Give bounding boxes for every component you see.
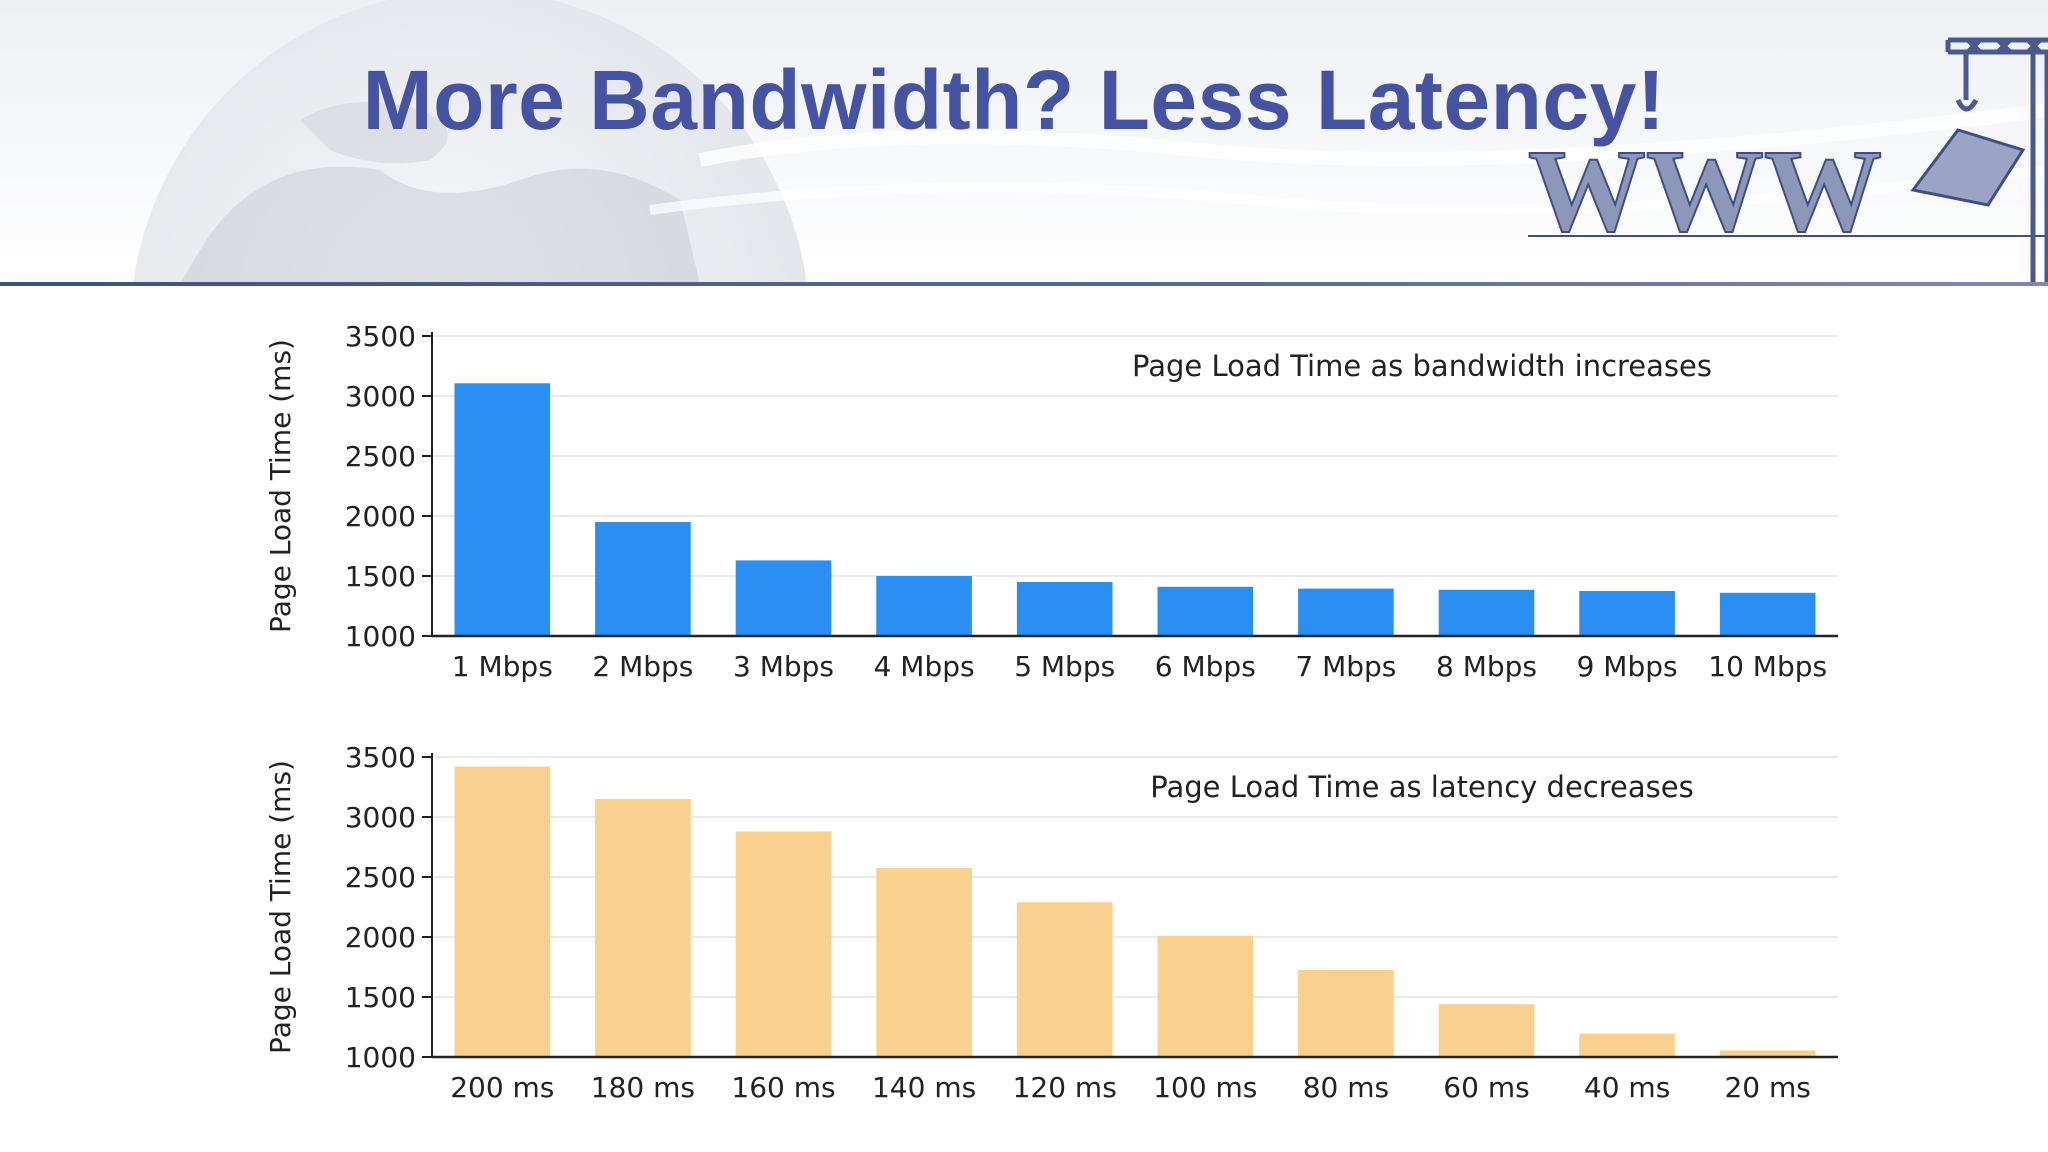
x-tick-label: 80 ms: [1303, 1071, 1389, 1104]
y-tick-label: 1500: [345, 981, 416, 1014]
x-tick-label: 100 ms: [1153, 1071, 1257, 1104]
y-axis-label: Page Load Time (ms): [264, 760, 297, 1054]
y-tick-label: 2500: [345, 861, 416, 894]
bar: [1579, 1033, 1675, 1057]
bar: [735, 560, 832, 636]
chart-title: Page Load Time as bandwidth increases: [1132, 349, 1712, 383]
y-tick-label: 2500: [345, 440, 416, 473]
x-tick-label: 60 ms: [1443, 1071, 1529, 1104]
bar: [876, 576, 972, 636]
bar: [1719, 1050, 1816, 1057]
slide-title: More Bandwidth? Less Latency!: [362, 53, 1666, 147]
bar: [876, 868, 972, 1057]
bar: [454, 766, 551, 1057]
header-divider: [0, 282, 2048, 286]
bar: [1016, 582, 1113, 636]
latency-chart: 1000 1500 2000 2500 3000 3500 200 ms 180 ms 160 …: [264, 741, 1838, 1104]
bar: [1579, 591, 1675, 636]
x-tick-label: 120 ms: [1013, 1071, 1117, 1104]
x-tick-label: 180 ms: [591, 1071, 695, 1104]
y-tick-label: 1000: [345, 620, 416, 653]
y-tick-label: 2000: [345, 500, 416, 533]
bandwidth-chart: 1000 1500 2000 2500 3000 3500 1 Mbps 2 Mbps 3 Mb…: [264, 320, 1838, 683]
bar: [454, 383, 551, 636]
www-crane-logo: WWW: [1528, 37, 2048, 284]
bar: [1438, 1004, 1535, 1057]
y-tick-label: 3000: [345, 801, 416, 834]
x-tick-label: 200 ms: [450, 1071, 554, 1104]
x-tick-label: 7 Mbps: [1295, 650, 1396, 683]
bar: [595, 522, 691, 636]
x-tick-label: 20 ms: [1724, 1071, 1810, 1104]
latency-chart-area: 1000 1500 2000 2500 3000 3500 200 ms 180 ms 160 …: [0, 731, 2048, 1141]
bandwidth-chart-area: 1000 1500 2000 2500 3000 3500 1 Mbps 2 Mbps 3 Mb…: [0, 310, 2048, 720]
x-tick-label: 8 Mbps: [1436, 650, 1537, 683]
x-tick-label: 6 Mbps: [1155, 650, 1256, 683]
chart-title: Page Load Time as latency decreases: [1150, 770, 1693, 804]
bar: [1719, 592, 1816, 636]
bar: [735, 831, 832, 1057]
x-tick-label: 1 Mbps: [452, 650, 553, 683]
bar: [1298, 588, 1394, 636]
y-tick-label: 3000: [345, 380, 416, 413]
bar: [1157, 935, 1254, 1057]
x-tick-label: 4 Mbps: [874, 650, 975, 683]
y-tick-label: 1000: [345, 1041, 416, 1074]
slide-header: WWW More Bandwidth? Less Latency!: [0, 0, 2048, 284]
y-axis-label: Page Load Time (ms): [264, 339, 297, 633]
globe-illustration: [133, 0, 2048, 284]
bar: [595, 799, 691, 1057]
y-tick-label: 3500: [345, 320, 416, 353]
x-tick-label: 9 Mbps: [1577, 650, 1678, 683]
www-logo-text: WWW: [1528, 125, 1882, 256]
x-tick-label: 160 ms: [731, 1071, 835, 1104]
y-tick-label: 2000: [345, 921, 416, 954]
x-tick-label: 10 Mbps: [1708, 650, 1827, 683]
bar: [1438, 589, 1535, 636]
x-tick-label: 140 ms: [872, 1071, 976, 1104]
x-tick-label: 2 Mbps: [592, 650, 693, 683]
y-tick-label: 1500: [345, 560, 416, 593]
bar: [1157, 586, 1254, 636]
x-tick-label: 40 ms: [1584, 1071, 1670, 1104]
x-tick-label: 5 Mbps: [1014, 650, 1115, 683]
bar: [1016, 902, 1113, 1057]
x-tick-label: 3 Mbps: [733, 650, 834, 683]
bar: [1298, 970, 1394, 1057]
y-tick-label: 3500: [345, 741, 416, 774]
